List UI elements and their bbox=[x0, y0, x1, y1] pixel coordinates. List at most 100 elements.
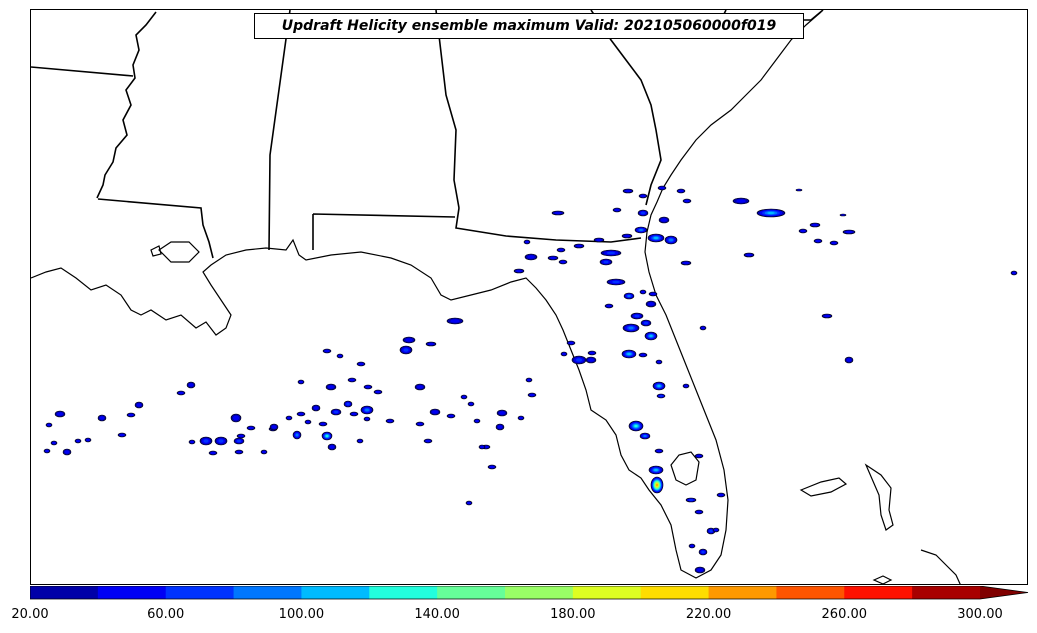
uh-contour bbox=[643, 435, 647, 437]
uh-contour bbox=[634, 424, 638, 428]
uh-contour bbox=[714, 528, 718, 532]
colorbar-extend-arrow bbox=[980, 586, 1028, 599]
uh-contour bbox=[338, 354, 342, 358]
uh-contour bbox=[812, 223, 818, 227]
uh-contour bbox=[295, 433, 299, 437]
map-title-text: Updraft Helicity ensemble maximum Valid:… bbox=[281, 18, 777, 34]
uh-contour bbox=[654, 468, 658, 472]
colorbar-segment bbox=[776, 586, 845, 599]
uh-contour bbox=[233, 415, 239, 421]
boundary-line bbox=[590, 10, 662, 206]
colorbar-segment bbox=[572, 586, 642, 599]
uh-contour bbox=[358, 439, 362, 443]
updraft-helicity-contours bbox=[43, 185, 1018, 574]
uh-contour bbox=[683, 261, 689, 265]
uh-contour bbox=[831, 241, 837, 245]
lake-pontchartrain bbox=[158, 241, 200, 263]
uh-contour bbox=[718, 493, 724, 497]
uh-contour bbox=[650, 292, 656, 296]
uh-contour bbox=[659, 395, 663, 397]
uh-contour bbox=[298, 412, 304, 416]
uh-contour bbox=[669, 238, 673, 242]
colorbar-tick-label: 180.00 bbox=[550, 607, 596, 622]
uh-contour bbox=[603, 260, 609, 264]
uh-contour bbox=[614, 208, 620, 212]
uh-contour bbox=[203, 439, 209, 443]
uh-contour bbox=[550, 256, 556, 260]
uh-contour bbox=[527, 378, 531, 382]
uh-contour bbox=[554, 211, 562, 215]
colorbar-segment bbox=[844, 586, 913, 599]
uh-contour bbox=[299, 380, 303, 384]
uh-contour bbox=[678, 189, 684, 193]
uh-contour bbox=[634, 314, 640, 318]
uh-contour bbox=[236, 439, 242, 443]
uh-contour bbox=[701, 326, 705, 330]
uh-contour bbox=[497, 425, 503, 429]
uh-contour bbox=[64, 450, 70, 454]
lake bbox=[150, 245, 162, 257]
boundary-line bbox=[268, 10, 291, 251]
uh-contour bbox=[696, 510, 702, 514]
uh-contour bbox=[387, 419, 393, 423]
boundary-line bbox=[455, 207, 642, 243]
uh-contour bbox=[736, 199, 746, 203]
uh-contour bbox=[841, 214, 845, 216]
bahamas-island bbox=[920, 549, 961, 584]
uh-contour bbox=[320, 422, 326, 426]
uh-contour bbox=[1012, 271, 1016, 275]
uh-contour bbox=[358, 362, 364, 366]
uh-contour bbox=[428, 342, 434, 346]
uh-contour bbox=[627, 295, 631, 297]
uh-contour bbox=[576, 244, 582, 248]
colorbar-segment bbox=[708, 586, 777, 599]
uh-contour bbox=[516, 269, 522, 273]
uh-contour bbox=[606, 304, 612, 308]
uh-contour bbox=[210, 451, 216, 455]
uh-contour bbox=[99, 416, 105, 420]
uh-contour bbox=[136, 403, 142, 407]
uh-contour bbox=[188, 383, 194, 387]
uh-contour bbox=[701, 550, 705, 554]
uh-contour bbox=[640, 353, 646, 357]
uh-contour bbox=[375, 390, 381, 394]
uh-contour bbox=[527, 255, 535, 259]
colorbar-outline bbox=[30, 586, 1029, 600]
uh-contour bbox=[606, 251, 616, 255]
boundary-line bbox=[435, 10, 460, 209]
uh-contour bbox=[588, 358, 594, 362]
uh-contour bbox=[489, 465, 495, 469]
bahamas-island bbox=[864, 463, 894, 531]
map-panel bbox=[30, 9, 1028, 585]
uh-contour bbox=[643, 321, 649, 325]
uh-contour bbox=[562, 352, 566, 356]
uh-contour bbox=[641, 290, 645, 294]
colorbar-tick-label: 20.00 bbox=[11, 607, 49, 622]
map-canvas bbox=[31, 10, 1018, 584]
uh-contour bbox=[47, 423, 51, 427]
uh-contour bbox=[329, 445, 335, 449]
colorbar-tick-label: 260.00 bbox=[821, 607, 868, 622]
uh-contour bbox=[417, 385, 423, 389]
uh-contour bbox=[178, 391, 184, 395]
boundary-line bbox=[312, 213, 456, 250]
uh-contour bbox=[628, 326, 634, 330]
uh-contour bbox=[86, 438, 90, 442]
uh-contour bbox=[659, 186, 665, 190]
uh-contour bbox=[417, 422, 423, 426]
colorbar bbox=[30, 586, 1029, 600]
uh-contour bbox=[558, 248, 564, 252]
uh-contour bbox=[815, 239, 821, 243]
uh-contour bbox=[119, 433, 125, 437]
uh-contour bbox=[499, 411, 505, 415]
uh-contour bbox=[624, 234, 630, 238]
uh-contour bbox=[625, 189, 631, 193]
uh-contour bbox=[656, 483, 658, 487]
uh-contour bbox=[767, 211, 775, 215]
uh-contour bbox=[568, 341, 574, 345]
uh-contour bbox=[480, 445, 484, 449]
colorbar-tick-label: 60.00 bbox=[147, 607, 185, 622]
map-title: Updraft Helicity ensemble maximum Valid:… bbox=[254, 13, 804, 39]
uh-contour bbox=[797, 189, 801, 191]
uh-contour bbox=[287, 416, 291, 420]
